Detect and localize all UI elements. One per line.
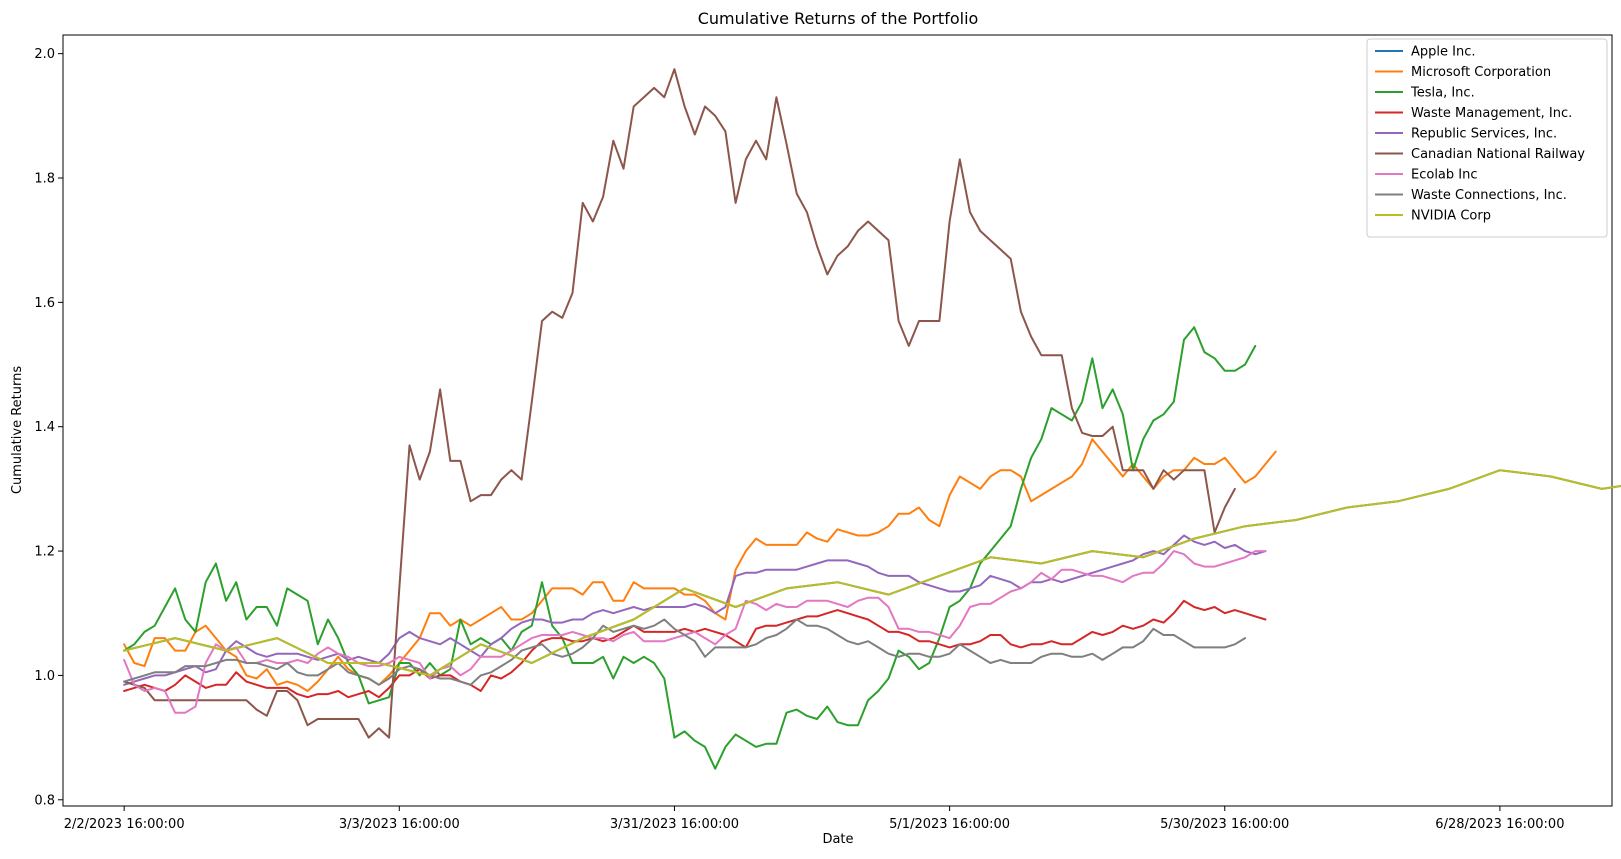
series-lines	[123, 68, 1621, 770]
y-axis-ticks: 0.8 1.0 1.2 1.4 1.6 1.8 2.0	[34, 47, 63, 808]
y-tick-label: 1.4	[34, 420, 55, 435]
series-line-waste-connections-inc	[123, 618, 1247, 686]
x-tick-label: 3/3/2023 16:00:00	[339, 817, 460, 832]
plot-frame	[62, 34, 1613, 807]
y-tick-label: 0.8	[34, 793, 55, 808]
legend-label: NVIDIA Corp	[1411, 209, 1491, 224]
legend-label: Canadian National Railway	[1411, 147, 1585, 162]
legend-label: Ecolab Inc	[1411, 168, 1478, 183]
x-tick-label: 3/31/2023 16:00:00	[610, 817, 739, 832]
y-tick-label: 1.2	[34, 545, 55, 560]
x-axis-ticks: 2/2/2023 16:00:00 3/3/2023 16:00:00 3/31/2…	[64, 806, 1564, 832]
x-tick-label: 2/2/2023 16:00:00	[64, 817, 185, 832]
chart-title: Cumulative Returns of the Portfolio	[698, 9, 979, 28]
x-tick-label: 5/30/2023 16:00:00	[1160, 817, 1289, 832]
x-axis-label: Date	[822, 832, 853, 847]
series-line-nvidia-corp	[123, 469, 1621, 677]
series-line-tesla-inc	[123, 326, 1257, 770]
legend: Apple Inc. Microsoft Corporation Tesla, In…	[1366, 38, 1608, 238]
legend-label: Microsoft Corporation	[1411, 65, 1551, 80]
legend-box	[1366, 38, 1608, 238]
x-tick-label: 5/1/2023 16:00:00	[889, 817, 1010, 832]
series-line-canadian-national-railway	[123, 68, 1236, 739]
legend-label: Republic Services, Inc.	[1411, 127, 1557, 142]
x-tick-label: 6/28/2023 16:00:00	[1435, 817, 1564, 832]
legend-label: Apple Inc.	[1411, 45, 1476, 60]
y-tick-label: 1.0	[34, 669, 55, 684]
legend-label: Waste Management, Inc.	[1411, 106, 1572, 121]
series-line-waste-management-inc	[123, 599, 1267, 699]
y-tick-label: 2.0	[34, 47, 55, 62]
series-line-republic-services-inc	[123, 534, 1267, 686]
y-tick-label: 1.6	[34, 296, 55, 311]
series-line-microsoft-corporation	[123, 438, 1277, 692]
y-tick-label: 1.8	[34, 172, 55, 187]
legend-label: Waste Connections, Inc.	[1411, 188, 1567, 203]
y-axis-label: Cumulative Returns	[10, 366, 25, 494]
legend-label: Tesla, Inc.	[1410, 86, 1475, 101]
